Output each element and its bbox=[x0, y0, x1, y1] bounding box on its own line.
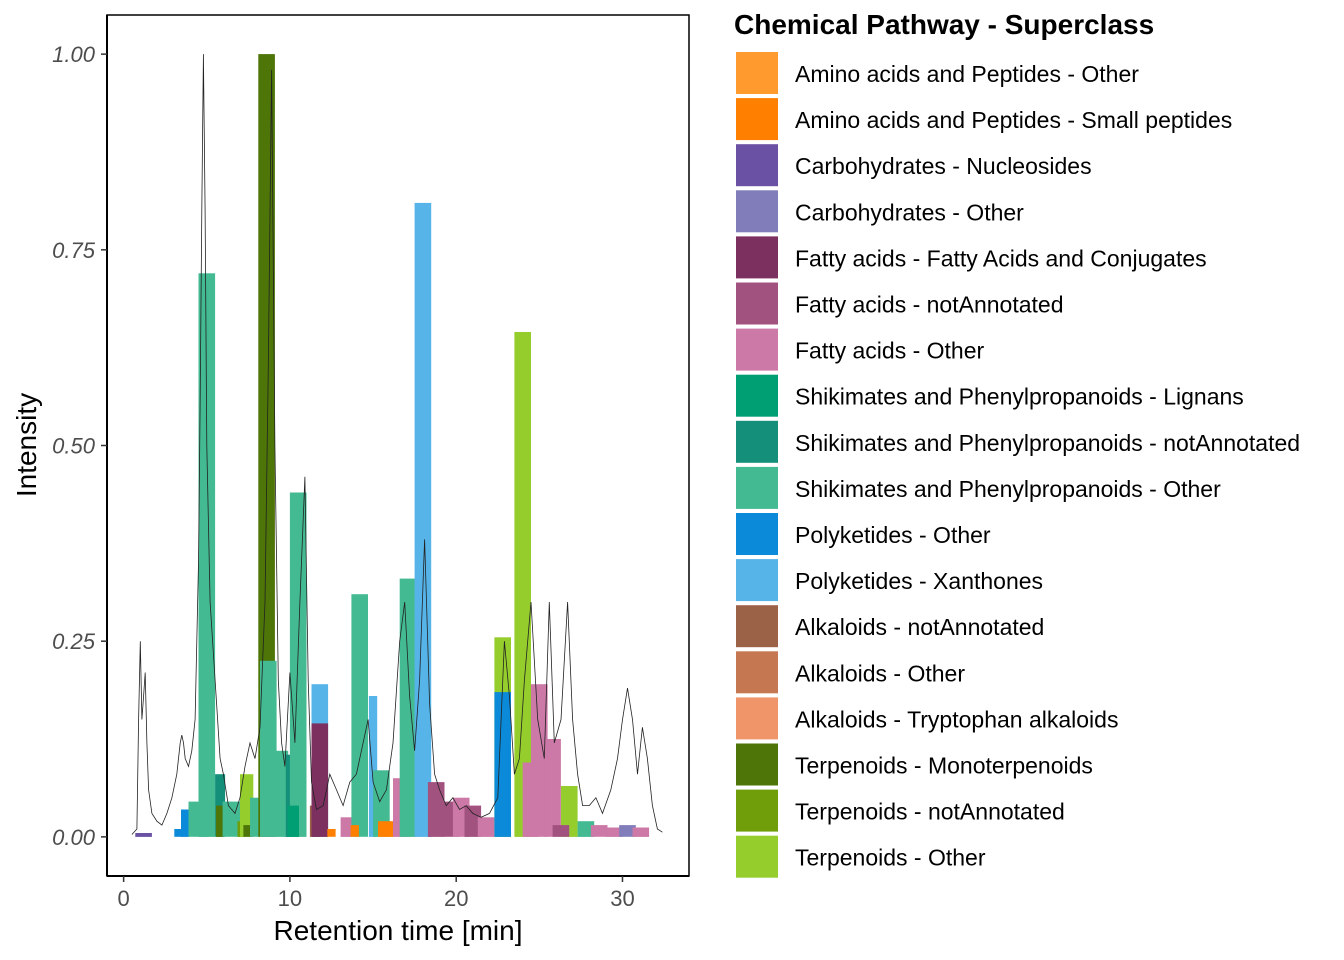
legend-key bbox=[736, 651, 778, 694]
legend-key bbox=[736, 559, 778, 602]
bar-30 bbox=[399, 578, 417, 837]
bar-44 bbox=[552, 825, 570, 837]
legend-key bbox=[736, 374, 778, 417]
y-tick-label: 0.00 bbox=[52, 825, 96, 850]
legend-key bbox=[736, 743, 778, 786]
bar-11 bbox=[243, 825, 254, 837]
legend-label: Polyketides - Other bbox=[795, 522, 991, 548]
x-tick-label: 10 bbox=[278, 886, 302, 911]
chromatogram-line bbox=[131, 54, 663, 835]
legend-key bbox=[736, 144, 778, 187]
legend-label: Fatty acids - Other bbox=[795, 338, 985, 364]
bar-46 bbox=[590, 825, 608, 837]
legend: Amino acids and Peptides - Other Amino ac… bbox=[736, 52, 1300, 878]
bar-35 bbox=[464, 805, 482, 837]
legend-key bbox=[736, 697, 778, 740]
bar-38 bbox=[494, 692, 511, 837]
bar-31 bbox=[414, 202, 432, 837]
bar-1 bbox=[174, 829, 183, 837]
bar-18 bbox=[287, 805, 299, 837]
x-ticks: 0 10 20 30 bbox=[118, 876, 635, 911]
legend-key bbox=[736, 52, 778, 94]
legend-label: Carbohydrates - Nucleosides bbox=[795, 153, 1092, 179]
legend-label: Terpenoids - Monoterpenoids bbox=[795, 753, 1093, 779]
legend-label: Alkaloids - Tryptophan alkaloids bbox=[795, 706, 1118, 732]
bar-14 bbox=[260, 660, 277, 837]
legend-key bbox=[736, 328, 778, 371]
bar-25 bbox=[350, 825, 359, 837]
legend-label: Polyketides - Xanthones bbox=[795, 568, 1043, 594]
x-axis-title: Retention time [min] bbox=[274, 915, 523, 946]
bar-21 bbox=[311, 723, 329, 837]
legend-key bbox=[736, 236, 778, 279]
y-tick-label: 0.25 bbox=[52, 629, 96, 654]
plot-panel bbox=[107, 15, 689, 876]
legend-key bbox=[736, 466, 778, 509]
bar-32 bbox=[427, 782, 445, 837]
bar-26 bbox=[368, 696, 378, 837]
legend-label: Shikimates and Phenylpropanoids - Other bbox=[795, 476, 1221, 502]
bar-15 bbox=[274, 750, 289, 837]
bar-5 bbox=[198, 273, 216, 837]
y-tick-label: 0.75 bbox=[52, 238, 96, 263]
bar-28 bbox=[378, 821, 395, 837]
y-tick-label: 1.00 bbox=[52, 42, 96, 67]
bar-7 bbox=[215, 805, 225, 837]
legend-label: Alkaloids - Other bbox=[795, 660, 965, 686]
bars-layer bbox=[135, 54, 650, 837]
legend-key bbox=[736, 420, 778, 463]
bar-22 bbox=[327, 829, 336, 837]
bar-27 bbox=[373, 770, 390, 837]
bar-49 bbox=[632, 827, 650, 837]
legend-key bbox=[736, 835, 778, 878]
bar-24 bbox=[351, 594, 368, 837]
legend-label: Fatty acids - Fatty Acids and Conjugates bbox=[795, 245, 1207, 271]
y-axis-title: Intensity bbox=[11, 393, 42, 497]
legend-label: Shikimates and Phenylpropanoids - notAnn… bbox=[795, 430, 1300, 456]
bar-48 bbox=[619, 825, 636, 837]
bar-2 bbox=[181, 809, 190, 837]
bar-6 bbox=[215, 774, 226, 837]
bar-17 bbox=[289, 492, 307, 837]
legend-key bbox=[736, 190, 778, 233]
legend-key bbox=[736, 605, 778, 648]
legend-label: Amino acids and Peptides - Small peptide… bbox=[795, 107, 1232, 133]
y-ticks: 0.00 0.25 0.50 0.75 1.00 bbox=[52, 42, 107, 850]
bar-47 bbox=[605, 827, 623, 837]
legend-key bbox=[736, 98, 778, 141]
legend-label: Terpenoids - Other bbox=[795, 845, 986, 871]
legend-label: Alkaloids - notAnnotated bbox=[795, 614, 1044, 640]
legend-key bbox=[736, 513, 778, 555]
x-tick-label: 30 bbox=[610, 886, 634, 911]
legend-label: Carbohydrates - Other bbox=[795, 199, 1024, 225]
bar-45 bbox=[577, 821, 595, 837]
bar-13 bbox=[258, 54, 275, 837]
legend-label: Shikimates and Phenylpropanoids - Lignan… bbox=[795, 384, 1244, 410]
x-tick-label: 20 bbox=[444, 886, 468, 911]
bar-42 bbox=[544, 739, 561, 837]
bar-10 bbox=[240, 774, 254, 837]
legend-label: Amino acids and Peptides - Other bbox=[795, 61, 1139, 87]
legend-title: Chemical Pathway - Superclass bbox=[734, 9, 1154, 40]
bar-36 bbox=[477, 817, 495, 837]
legend-label: Fatty acids - notAnnotated bbox=[795, 292, 1064, 318]
chromatogram-layer bbox=[131, 54, 663, 835]
bar-43 bbox=[561, 786, 578, 837]
bar-0 bbox=[135, 833, 152, 837]
bar-41 bbox=[531, 684, 548, 837]
bar-23 bbox=[340, 817, 353, 837]
x-tick-label: 0 bbox=[118, 886, 130, 911]
bar-39 bbox=[514, 332, 531, 837]
legend-key bbox=[736, 789, 778, 832]
legend-label: Terpenoids - notAnnotated bbox=[795, 799, 1065, 825]
bar-3 bbox=[188, 801, 199, 837]
legend-key bbox=[736, 282, 778, 325]
y-tick-label: 0.50 bbox=[52, 434, 96, 459]
